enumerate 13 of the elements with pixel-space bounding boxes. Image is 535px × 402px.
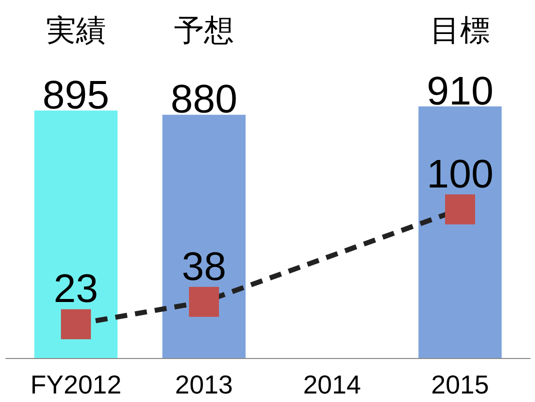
x-tick-label: 2015 (431, 370, 489, 400)
data-label: 895 (42, 74, 110, 118)
data-label: 38 (182, 244, 226, 289)
x-tick-label: 2014 (303, 370, 361, 400)
text: 実績 (46, 14, 106, 48)
data-label: 100 (426, 152, 494, 196)
text: 目標 (430, 14, 490, 48)
text: 予想 (174, 14, 234, 48)
x-tick-label: FY2012 (30, 370, 122, 400)
data-label: 910 (426, 69, 494, 114)
x-tick-label: 2013 (175, 370, 233, 400)
data-label: 23 (54, 267, 98, 312)
data-label: 880 (170, 78, 238, 122)
